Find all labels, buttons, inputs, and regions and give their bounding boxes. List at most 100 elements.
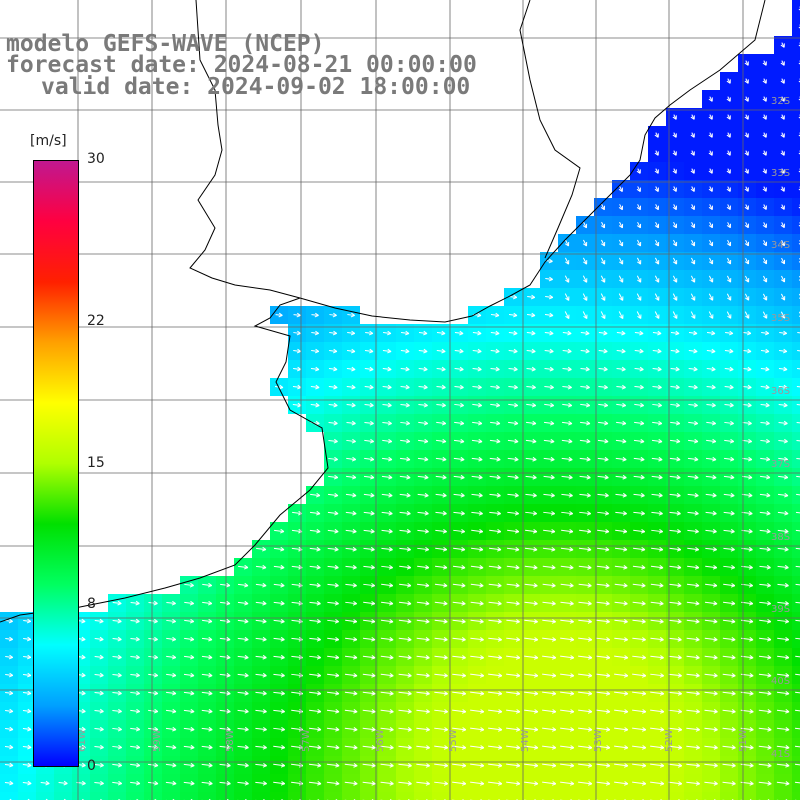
longitude-label: 53W xyxy=(593,729,604,752)
wind-arrow xyxy=(527,294,536,300)
wind-arrow xyxy=(309,546,321,552)
wind-arrow xyxy=(744,168,749,174)
wind-arrow xyxy=(616,402,627,408)
wind-speed-cell xyxy=(792,450,800,468)
wind-arrow xyxy=(436,402,446,408)
wind-speed-cell xyxy=(792,270,800,288)
wind-arrow xyxy=(345,492,357,498)
wind-speed-cell xyxy=(612,792,630,800)
wind-arrow xyxy=(399,474,411,480)
wind-arrow xyxy=(741,528,753,534)
wind-arrow xyxy=(544,330,554,336)
wind-arrow xyxy=(760,384,770,390)
wind-speed-cell xyxy=(198,792,216,800)
wind-arrow xyxy=(669,528,681,534)
wind-arrow xyxy=(418,420,429,426)
wind-arrow xyxy=(651,438,663,444)
wind-speed-cell xyxy=(792,162,800,180)
wind-arrow xyxy=(582,257,588,265)
wind-arrow xyxy=(472,420,483,426)
wind-arrow xyxy=(400,384,410,390)
wind-arrow xyxy=(526,384,536,390)
wind-arrow xyxy=(708,239,714,247)
wind-arrow xyxy=(742,402,752,408)
wind-arrow xyxy=(633,510,645,516)
wind-arrow xyxy=(309,510,321,516)
wind-arrow xyxy=(615,510,627,516)
wind-arrow xyxy=(744,257,750,265)
wind-arrow xyxy=(780,168,785,174)
wind-arrow xyxy=(544,402,555,408)
wind-arrow xyxy=(742,456,753,462)
wind-arrow xyxy=(309,564,321,570)
wind-arrow xyxy=(616,348,626,354)
wind-arrow xyxy=(690,311,696,319)
wind-arrow xyxy=(672,293,678,301)
wind-speed-cell xyxy=(792,684,800,702)
wind-speed-cell xyxy=(702,792,720,800)
wind-speed-cell xyxy=(792,396,800,414)
wind-arrow xyxy=(724,456,735,462)
wind-arrow xyxy=(309,528,321,534)
wind-arrow xyxy=(706,384,716,390)
wind-arrow xyxy=(615,456,627,462)
wind-arrow xyxy=(654,132,659,138)
wind-arrow xyxy=(708,311,714,319)
wind-arrow xyxy=(436,330,446,336)
wind-arrow xyxy=(508,402,519,408)
longitude-label: 56W xyxy=(375,729,386,752)
wind-speed-cell xyxy=(738,792,756,800)
latitude-label: 37S xyxy=(771,459,790,470)
wind-arrow xyxy=(327,510,339,516)
wind-arrow xyxy=(597,438,609,444)
wind-arrow xyxy=(708,96,713,102)
wind-arrow xyxy=(636,186,641,192)
wind-arrow xyxy=(293,348,302,354)
wind-arrow xyxy=(636,221,642,229)
wind-arrow xyxy=(579,510,592,516)
wind-arrow xyxy=(400,420,410,426)
wind-arrow xyxy=(672,311,678,319)
wind-arrow xyxy=(435,564,448,570)
wind-arrow xyxy=(618,239,624,247)
wind-speed-cell xyxy=(504,792,522,800)
wind-arrow xyxy=(778,420,788,426)
wind-arrow xyxy=(759,528,771,534)
wind-arrow xyxy=(507,510,519,516)
wind-arrow xyxy=(489,456,501,462)
wind-arrow xyxy=(363,474,375,480)
wind-arrow xyxy=(690,186,695,192)
wind-arrow xyxy=(561,492,573,498)
wind-arrow xyxy=(652,420,663,426)
wind-arrow xyxy=(544,420,555,426)
wind-arrow xyxy=(293,312,301,318)
wind-arrow xyxy=(798,42,800,47)
wind-arrow xyxy=(435,474,447,480)
wind-arrow xyxy=(328,366,338,372)
wind-arrow xyxy=(400,402,410,408)
colorbar-units: [m/s] xyxy=(30,133,67,149)
wind-arrow xyxy=(780,78,785,84)
wind-arrow xyxy=(796,439,800,442)
wind-arrow xyxy=(400,330,410,336)
wind-arrow xyxy=(381,546,393,552)
wind-arrow xyxy=(687,528,699,534)
wind-speed-cell xyxy=(432,792,450,800)
wind-arrow xyxy=(615,438,627,444)
coastline-segment xyxy=(519,0,581,259)
colorbar-tick-label: 8 xyxy=(87,596,96,613)
wind-arrow xyxy=(275,312,283,318)
wind-speed-cell xyxy=(324,792,342,800)
wind-arrow xyxy=(636,275,642,283)
wind-arrow xyxy=(490,348,500,354)
wind-arrow xyxy=(634,348,644,354)
wind-arrow xyxy=(399,546,411,552)
wind-arrow xyxy=(471,546,484,552)
wind-arrow xyxy=(798,60,800,65)
wind-arrow xyxy=(672,239,678,247)
wind-arrow xyxy=(345,564,357,570)
wind-arrow xyxy=(723,546,735,552)
wind-arrow xyxy=(579,528,592,534)
wind-arrow xyxy=(400,366,410,372)
